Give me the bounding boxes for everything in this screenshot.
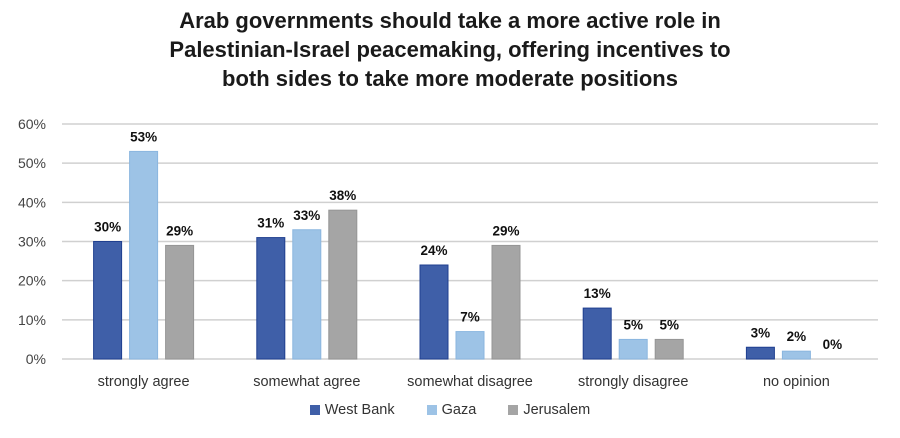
- legend-item-gaza: Gaza: [426, 402, 477, 418]
- y-tick-label: 10%: [18, 312, 46, 328]
- data-label: 38%: [329, 188, 356, 203]
- legend-label-jerusalem: Jerusalem: [523, 402, 591, 418]
- bar-gaza: [455, 331, 485, 360]
- data-label: 0%: [823, 337, 843, 352]
- x-category-label: no opinion: [763, 374, 830, 390]
- chart-title-line-3: both sides to take more moderate positio…: [222, 66, 678, 91]
- legend-label-gaza: Gaza: [441, 402, 477, 418]
- bars: [93, 150, 811, 360]
- bar-gaza: [129, 150, 159, 360]
- data-label: 30%: [94, 220, 121, 235]
- bar-gaza: [618, 338, 648, 360]
- y-axis-ticks: 0% 10% 20% 30% 40% 50% 60%: [18, 116, 46, 367]
- legend-item-west-bank: West Bank: [309, 402, 395, 418]
- x-category-label: strongly disagree: [578, 374, 688, 390]
- data-label: 33%: [293, 208, 320, 223]
- gridlines: [62, 123, 878, 360]
- legend-swatch-gaza: [426, 405, 437, 415]
- bar-jerusalem: [328, 209, 358, 360]
- bar-jerusalem: [491, 244, 521, 360]
- bar-west-bank: [93, 241, 123, 360]
- data-label: 31%: [257, 216, 284, 231]
- x-category-label: somewhat agree: [253, 374, 360, 390]
- data-label: 5%: [623, 317, 643, 332]
- x-category-label: strongly agree: [98, 374, 190, 390]
- data-label: 3%: [751, 325, 771, 340]
- legend-swatch-jerusalem: [508, 405, 519, 415]
- legend: West Bank Gaza Jerusalem: [0, 402, 900, 419]
- data-label: 13%: [584, 286, 611, 301]
- y-tick-label: 40%: [18, 194, 46, 210]
- x-category-label: somewhat disagree: [407, 374, 533, 390]
- legend-label-west-bank: West Bank: [324, 402, 395, 418]
- data-label: 5%: [659, 317, 679, 332]
- data-label: 29%: [492, 223, 519, 238]
- y-tick-label: 60%: [18, 116, 46, 132]
- bar-west-bank: [419, 264, 449, 360]
- chart-title: Arab governments should take a more acti…: [0, 6, 900, 93]
- bar-gaza: [292, 229, 322, 360]
- bar-west-bank: [582, 307, 612, 360]
- bar-chart: 0% 10% 20% 30% 40% 50% 60% 30% 53% 29% 31% 33% 38% 2…: [18, 116, 878, 390]
- data-labels: 30% 53% 29% 31% 33% 38% 24% 7% 29% 13% 5% 5% 3% 2% 0%: [94, 129, 842, 352]
- chart-title-line-2: Palestinian-Israel peacemaking, offering…: [169, 37, 731, 62]
- y-tick-label: 20%: [18, 273, 46, 289]
- bar-gaza: [781, 350, 811, 360]
- y-tick-label: 50%: [18, 155, 46, 171]
- chart-title-line-1: Arab governments should take a more acti…: [179, 8, 721, 33]
- bar-west-bank: [256, 237, 286, 360]
- bar-jerusalem: [165, 244, 195, 360]
- x-axis-categories: strongly agree somewhat agree somewhat dis…: [98, 374, 830, 390]
- legend-item-jerusalem: Jerusalem: [508, 402, 590, 418]
- y-tick-label: 0%: [26, 351, 46, 367]
- data-label: 7%: [460, 310, 480, 325]
- data-label: 24%: [420, 243, 447, 258]
- y-tick-label: 30%: [18, 234, 46, 250]
- legend-swatch-west-bank: [309, 405, 320, 415]
- data-label: 53%: [130, 129, 157, 144]
- data-label: 2%: [787, 329, 807, 344]
- data-label: 29%: [166, 223, 193, 238]
- bar-west-bank: [745, 346, 775, 360]
- bar-jerusalem: [654, 338, 684, 360]
